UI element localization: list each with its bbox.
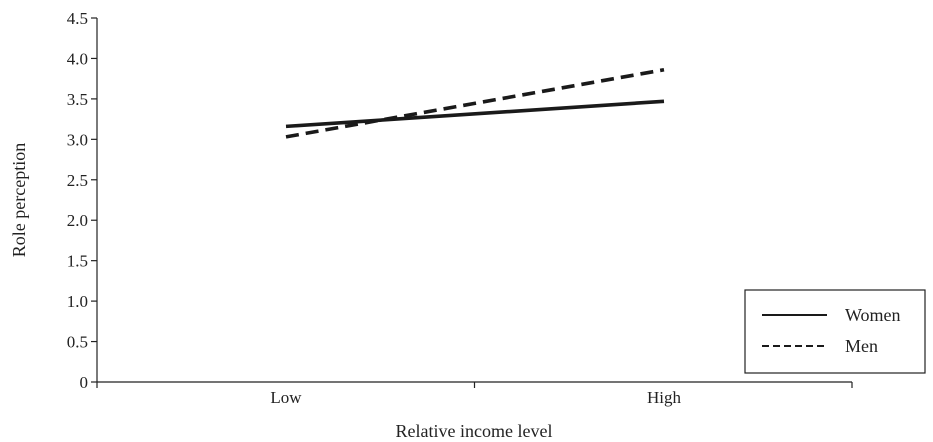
series-line-men [285, 67, 665, 139]
y-tick-label: 1.5 [67, 252, 88, 271]
legend-label-men: Men [845, 336, 878, 356]
y-tick-label: 3.5 [67, 90, 88, 109]
x-tick-label: Low [270, 388, 302, 407]
x-tick-label: High [647, 388, 682, 407]
series-layer [285, 67, 665, 139]
legend-label-women: Women [845, 305, 901, 325]
legend-box [744, 289, 926, 374]
y-axis-title: Role perception [9, 143, 29, 257]
y-tick-label: 0 [80, 373, 89, 392]
y-tick-label: 4.0 [67, 49, 88, 68]
y-tick-label: 2.5 [67, 171, 88, 190]
x-axis-title: Relative income level [396, 421, 553, 441]
legend: Women Men [744, 289, 926, 374]
y-tick-label: 3.0 [67, 130, 88, 149]
y-tick-label: 4.5 [67, 9, 88, 28]
y-tick-label: 2.0 [67, 211, 88, 230]
y-tick-label: 0.5 [67, 333, 88, 352]
y-tick-label: 1.0 [67, 292, 88, 311]
x-axis: Low High [96, 381, 853, 407]
series-line-women [285, 99, 665, 129]
y-axis: 0 0.5 1.0 1.5 2.0 2.5 3.0 3.5 4.0 4.5 [67, 9, 98, 392]
